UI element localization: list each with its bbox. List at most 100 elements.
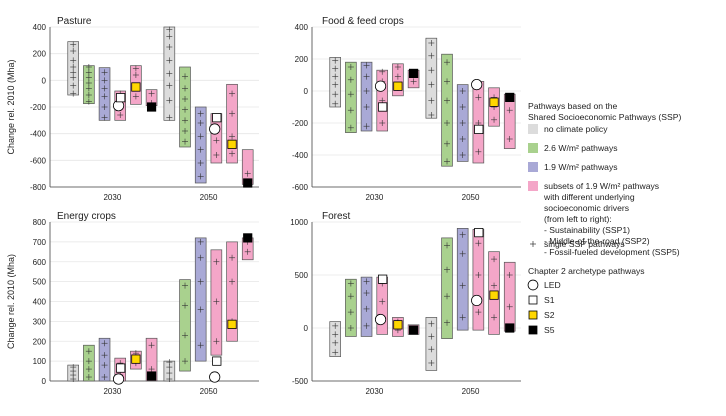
ssp-pathway-marker <box>347 293 354 300</box>
box-nocp <box>425 37 438 119</box>
ssp-pathway-marker <box>182 332 189 339</box>
box-p26 <box>345 61 357 133</box>
archetype-led-marker <box>471 79 483 91</box>
ssp-pathway-marker <box>85 74 92 81</box>
ssp-pathway-marker <box>166 70 173 77</box>
ssp-pathway-marker <box>410 78 417 85</box>
y-tick-label: -600 <box>30 156 47 165</box>
ssp-pathway-marker <box>85 80 92 86</box>
ssp-pathway-marker <box>444 293 451 300</box>
ssp-pathway-marker <box>132 72 139 78</box>
x-tick-label: 2050 <box>200 387 218 396</box>
archetype-s1-marker <box>212 356 222 366</box>
ssp-pathway-marker <box>475 240 482 247</box>
ssp-pathway-marker <box>85 374 92 381</box>
ssp-pathway-marker <box>347 124 354 131</box>
ssp-pathway-marker <box>459 231 466 238</box>
ssp-pathway-marker <box>428 52 435 59</box>
ssp-pathway-marker <box>363 88 370 94</box>
archetype-s5-marker <box>146 371 157 381</box>
ssp-pathway-marker <box>332 91 339 98</box>
ssp-pathway-marker <box>444 158 451 165</box>
ssp-pathway-marker <box>475 94 482 101</box>
box-p26 <box>345 278 357 337</box>
ssp-pathway-marker <box>197 278 204 285</box>
archetype-led-marker <box>112 373 125 385</box>
ssp-pathway-marker <box>213 152 220 158</box>
ssp-pathway-marker <box>229 278 236 285</box>
box-p19 <box>456 228 469 331</box>
ssp-pathway-marker <box>182 138 189 145</box>
ssp-pathway-marker <box>197 254 204 261</box>
ssp-pathway-marker <box>197 110 204 117</box>
ssp-pathway-marker <box>475 148 482 155</box>
ssp-pathway-marker <box>459 136 466 142</box>
ssp-pathway-marker <box>506 136 513 142</box>
y-axis-label: Change rel. 2010 (Mha) <box>6 59 16 154</box>
y-tick-label: 800 <box>33 218 47 227</box>
group-2030: 2030 <box>67 41 158 202</box>
ssp-pathway-marker <box>101 362 108 369</box>
ssp-pathway-marker <box>475 272 482 278</box>
ssp-pathway-marker <box>182 85 189 92</box>
y-tick-label: 300 <box>33 317 47 326</box>
archetype-s1-marker <box>116 363 126 373</box>
ssp-pathway-marker <box>85 69 92 76</box>
ssp-pathway-marker <box>363 322 370 329</box>
y-tick-label: 700 <box>33 238 47 247</box>
panel-title: Pasture <box>57 16 92 27</box>
ssp-pathway-marker <box>101 104 108 110</box>
ssp-pathway-marker <box>444 59 451 66</box>
ssp-pathway-marker <box>197 173 204 180</box>
ssp-pathway-marker <box>444 266 451 273</box>
box-sub <box>226 241 238 342</box>
ssp-pathway-marker <box>444 242 451 249</box>
archetype-s1-marker <box>474 227 484 238</box>
archetype-s5-marker <box>505 323 515 333</box>
archetype-led-marker <box>374 313 387 326</box>
x-tick-label: 2030 <box>103 387 121 396</box>
y-tick-label: 200 <box>33 50 47 59</box>
ssp-pathway-marker <box>197 342 204 349</box>
ssp-pathway-marker <box>70 90 77 97</box>
group-2030: 2030 <box>329 274 420 396</box>
archetype-s5-marker <box>408 68 419 78</box>
ssp-pathway-marker <box>85 64 92 70</box>
archetype-s5-marker <box>505 92 515 102</box>
archetype-s5-marker <box>243 233 253 243</box>
box-nocp <box>329 321 341 357</box>
panel-title: Energy crops <box>57 211 116 222</box>
legend-swatch-p26 <box>528 143 538 153</box>
y-tick-label: -400 <box>30 130 47 139</box>
y-tick-label: 400 <box>33 23 47 32</box>
archetype-s2-marker <box>131 82 141 92</box>
x-tick-label: 2030 <box>365 387 383 396</box>
legend-archetype-led: LED <box>544 280 561 290</box>
ssp-pathway-marker <box>197 238 204 245</box>
ssp-pathway-marker <box>506 107 513 114</box>
ssp-pathway-marker <box>363 104 370 110</box>
x-tick-label: 2030 <box>103 193 121 202</box>
ssp-pathway-marker <box>70 74 77 81</box>
y-tick-label: 0 <box>42 76 47 85</box>
ssp-pathway-marker <box>101 352 108 359</box>
ssp-pathway-marker <box>347 309 354 316</box>
archetype-led-marker <box>209 123 221 135</box>
ssp-pathway-marker <box>444 140 451 147</box>
legend-label-sub: subsets of 1.9 W/m² pathways <box>544 181 659 191</box>
y-tick-label: -500 <box>292 377 309 386</box>
ssp-pathway-marker <box>182 96 189 102</box>
ssp-pathway-marker <box>459 314 466 321</box>
ssp-pathway-marker <box>506 303 513 310</box>
ssp-pathway-marker <box>132 65 139 72</box>
archetype-s2-marker <box>131 354 141 364</box>
ssp-pathway-marker <box>229 150 236 157</box>
ssp-pathway-marker <box>70 82 77 89</box>
ssp-pathway-marker <box>101 85 108 92</box>
box-sub <box>145 337 158 382</box>
ssp-pathway-marker <box>379 298 386 305</box>
ssp-pathway-marker <box>491 282 498 289</box>
ssp-pathway-marker <box>347 91 354 98</box>
legend-archetype-s5: S5 <box>544 325 555 335</box>
